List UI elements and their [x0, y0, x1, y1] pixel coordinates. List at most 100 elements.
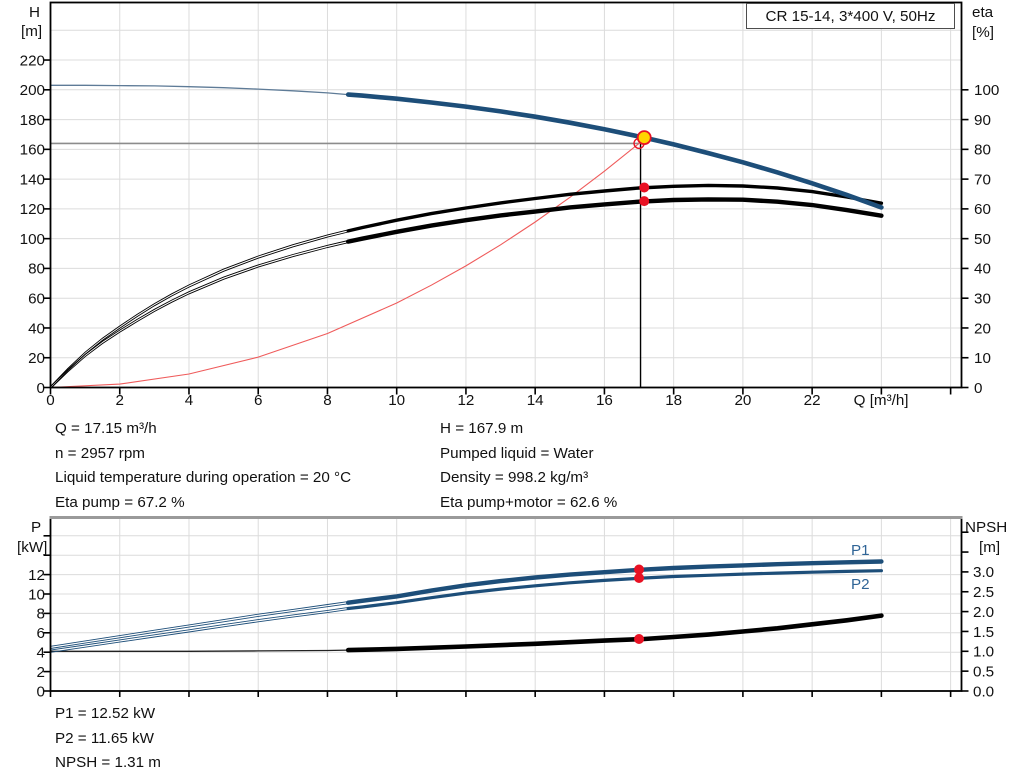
p-axis-title: P: [31, 519, 42, 536]
eta-tick-label: 20: [974, 320, 991, 337]
h-tick-label: 220: [20, 52, 45, 69]
duty-p1-dot: [634, 564, 645, 575]
power-npsh-chart: 0 2 4 6 8 10 12 0.0 0.5 1.0 1.5 2.0 2.5 3.0: [28, 516, 994, 700]
npsh-tick-label: 0.0: [973, 683, 994, 700]
duty-markers: [634, 564, 645, 644]
h-tick-label: 100: [20, 231, 45, 248]
npsh-curve-thin: [49, 649, 349, 652]
axis-frame: [49, 516, 963, 692]
axis-ticks: [43, 59, 969, 395]
qh-head-curve-curve-thin: [49, 84, 349, 96]
npsh-axis-title: NPSH: [965, 519, 1008, 536]
tick-labels: 0 2 4 6 8 10 12 0.0 0.5 1.0 1.5 2.0 2.5 3.0: [28, 564, 994, 700]
npsh-curve: [345, 613, 884, 653]
h-tick-label: 160: [20, 142, 45, 159]
h-tick-label: 20: [28, 350, 45, 367]
system-curve-curve: [49, 142, 640, 389]
readout-pumped-liquid: Pumped liquid = Water: [440, 444, 594, 462]
duty-readout-left: Q = 17.15 m³/h n = 2957 rpm Liquid tempe…: [55, 417, 351, 515]
duty-readout-right: H = 167.9 m Pumped liquid = Water Densit…: [440, 417, 617, 515]
h-tick-label: 200: [20, 82, 45, 99]
duty-markers: [633, 130, 652, 207]
p2-curve-thin: [50, 606, 349, 651]
eta-tick-label: 40: [974, 261, 991, 278]
p-tick-label: 12: [28, 567, 45, 584]
eta-pump-curve: [346, 183, 884, 233]
p-tick-label: 10: [28, 586, 45, 603]
eta-tick-label: 10: [974, 350, 991, 367]
p2-curve-thin: [50, 609, 349, 653]
npsh-tick-label: 2.0: [973, 604, 994, 621]
npsh-tick-label: 1.0: [973, 644, 994, 661]
eta-tick-label: 50: [974, 231, 991, 248]
p-axis-unit: [kW]: [17, 539, 48, 556]
duty-eta-motor-dot: [639, 196, 650, 207]
h-tick-label: 80: [28, 261, 45, 278]
x-tick-label: 18: [665, 392, 682, 409]
axis-frame: [49, 1, 963, 389]
readout-p1: P1 = 12.52 kW: [55, 705, 156, 722]
h-tick-label: 40: [28, 320, 45, 337]
x-tick-label: 2: [116, 392, 124, 409]
readout-eta-pump: Eta pump = 67.2 %: [55, 493, 185, 511]
duty-p2-dot: [634, 572, 645, 583]
p1-curve-thin: [50, 601, 349, 647]
h-tick-label: 60: [28, 290, 45, 307]
eta-tick-label: 60: [974, 201, 991, 218]
power-readout: P1 = 12.52 kW P2 = 11.65 kW NPSH = 1.31 …: [55, 702, 161, 776]
eta-pump-curve-thin: [50, 231, 349, 390]
axis-ticks: [43, 531, 969, 697]
x-tick-label: 12: [457, 392, 474, 409]
qh-eta-chart: 0 2 4 6 8 10 12 14 16 18 20 22 Q [m³/h]0204060801001…: [20, 1, 1000, 409]
p-tick-label: 0: [37, 683, 45, 700]
p1-curve-label: P1: [851, 542, 870, 559]
duty-npsh-dot: [634, 633, 645, 644]
h-tick-label: 140: [20, 171, 45, 188]
x-tick-label: 0: [46, 392, 54, 409]
eta-pump-motor-curve-thin: [50, 242, 349, 390]
qh-head-curve-curve: [345, 92, 884, 210]
p1-curve-thin: [50, 603, 349, 649]
h-axis-title: H: [29, 4, 40, 21]
p-tick-label: 6: [37, 625, 45, 642]
tick-labels: 0 2 4 6 8 10 12 14 16 18 20 22 Q [m³/h]0204060801001…: [20, 52, 1000, 409]
x-axis-title: Q [m³/h]: [854, 392, 909, 409]
eta-axis-unit: [%]: [972, 24, 994, 41]
x-tick-label: 8: [323, 392, 331, 409]
h-axis-unit: [m]: [21, 23, 43, 40]
p1-curve: [346, 559, 884, 605]
p2-curve-label: P2: [851, 576, 870, 593]
x-tick-label: 22: [804, 392, 821, 409]
duty-eta-pump-dot: [639, 182, 650, 193]
readout-h: H = 167.9 m: [440, 420, 524, 437]
x-tick-label: 20: [734, 392, 751, 409]
eta-axis-title: eta: [972, 4, 994, 21]
h-tick-label: 180: [20, 112, 45, 129]
grid: [50, 517, 962, 691]
eta-tick-label: 90: [974, 112, 991, 129]
npsh-tick-label: 3.0: [973, 564, 994, 581]
readout-p2: P2 = 11.65 kW: [55, 729, 154, 747]
eta-tick-label: 0: [974, 380, 982, 397]
npsh-tick-label: 1.5: [973, 624, 994, 641]
readout-liquid-temp: Liquid temperature during operation = 20…: [55, 469, 352, 486]
eta-tick-label: 80: [974, 142, 991, 159]
grid: [50, 2, 962, 388]
eta-tick-label: 30: [974, 290, 991, 307]
eta-tick-label: 70: [974, 171, 991, 188]
x-tick-label: 6: [254, 392, 262, 409]
eta-tick-label: 100: [974, 82, 999, 99]
chart-title-box: CR 15-14, 3*400 V, 50Hz: [746, 3, 955, 29]
x-tick-label: 4: [185, 392, 193, 409]
x-tick-label: 10: [388, 392, 405, 409]
x-tick-label: 16: [596, 392, 613, 409]
p-tick-label: 8: [37, 606, 45, 623]
readout-eta-pump-motor: Eta pump+motor = 62.6 %: [440, 493, 618, 511]
duty-point-marker: [636, 130, 652, 145]
npsh-tick-label: 2.5: [973, 584, 994, 601]
readout-n: n = 2957 rpm: [55, 444, 145, 462]
h-tick-label: 120: [20, 201, 45, 218]
eta-pump-motor-curve: [346, 197, 884, 244]
